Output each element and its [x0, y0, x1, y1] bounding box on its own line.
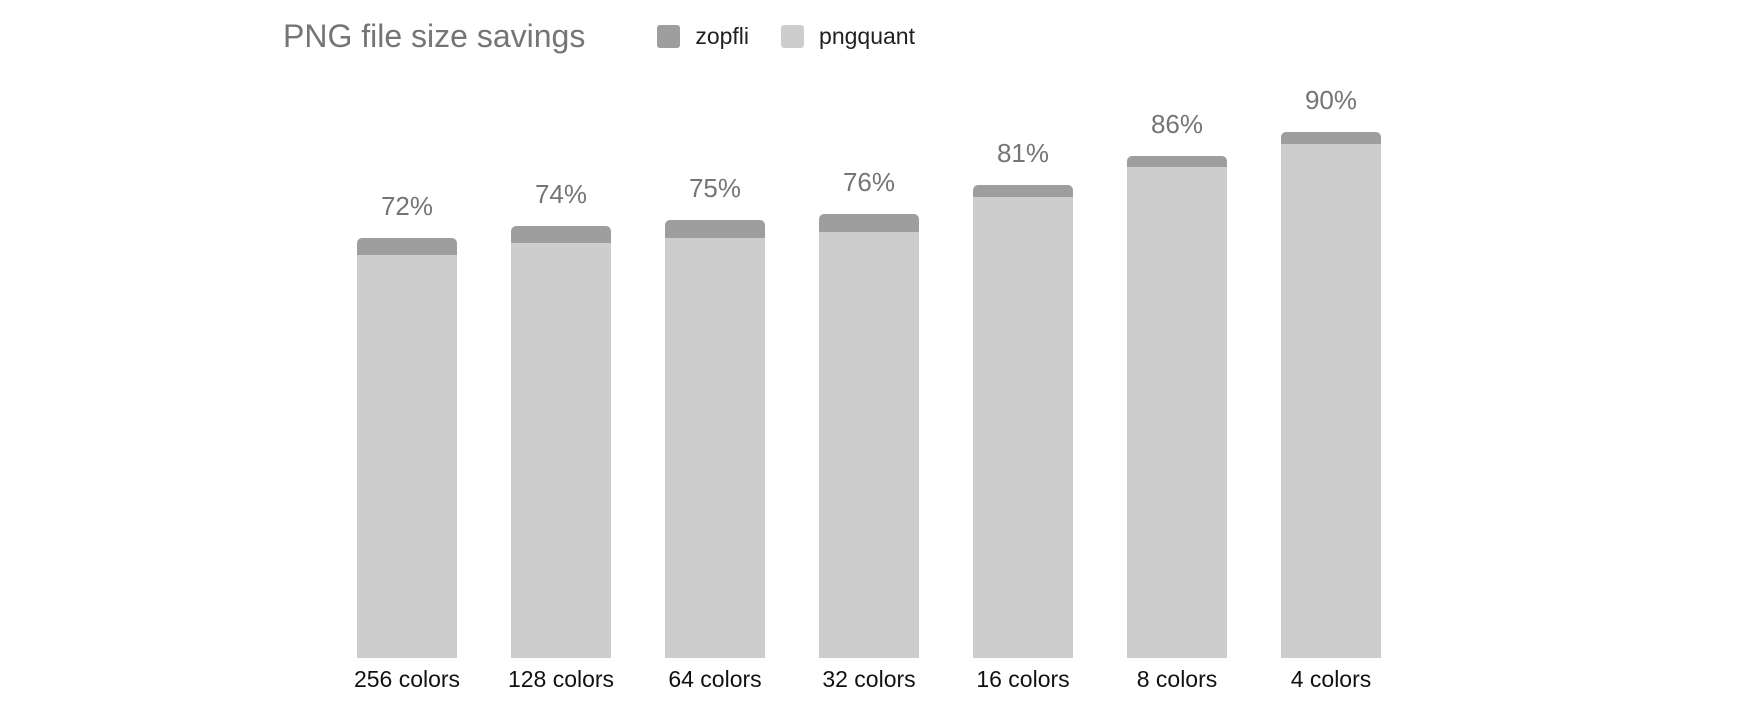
bar-stack [819, 214, 919, 658]
bar-value-label: 86% [1150, 108, 1204, 139]
bar-128-colors: 74% [511, 179, 611, 658]
x-label-32-colors: 32 colors [822, 666, 916, 692]
bar-value-label: 74% [534, 178, 588, 209]
pngquant-segment [357, 255, 457, 658]
pngquant-segment [665, 237, 765, 658]
bar-32-colors: 76% [819, 167, 919, 658]
zopfli-segment [665, 220, 765, 238]
bar-value-label: 72% [380, 190, 434, 221]
zopfli-segment [357, 237, 457, 255]
pngquant-segment [1281, 144, 1381, 658]
bar-stack [665, 220, 765, 658]
bar-value-label: 76% [842, 167, 896, 198]
pngquant-swatch-icon [781, 24, 805, 48]
x-label-256-colors: 256 colors [353, 666, 461, 692]
x-label-8-colors: 8 colors [1136, 666, 1218, 692]
bar-4-colors: 90% [1281, 85, 1381, 658]
bar-stack [973, 184, 1073, 658]
bar-64-colors: 75% [665, 173, 765, 658]
pngquant-segment [819, 231, 919, 658]
zopfli-segment [511, 225, 611, 244]
chart-header: PNG file size savings zopfli pngquant [283, 20, 915, 52]
legend-item-zopfli: zopfli [657, 22, 750, 49]
legend-label-pngquant: pngquant [819, 22, 915, 49]
bar-stack [357, 237, 457, 658]
zopfli-swatch-icon [657, 24, 681, 48]
x-label-16-colors: 16 colors [976, 666, 1070, 692]
pngquant-segment [511, 243, 611, 658]
bar-16-colors: 81% [973, 138, 1073, 658]
bar-256-colors: 72% [357, 190, 457, 658]
plot-area: 72% 74% 75% 76% [357, 0, 1381, 658]
bar-value-label: 81% [996, 137, 1050, 168]
x-label-128-colors: 128 colors [507, 666, 615, 692]
bar-stack [1281, 132, 1381, 658]
chart-title: PNG file size savings [283, 18, 586, 54]
bar-value-label: 90% [1304, 85, 1358, 116]
zopfli-segment [973, 184, 1073, 197]
zopfli-segment [1281, 132, 1381, 145]
pngquant-segment [1127, 167, 1227, 658]
zopfli-segment [1127, 155, 1227, 168]
bar-stack [1127, 155, 1227, 658]
x-label-64-colors: 64 colors [668, 666, 762, 692]
bar-value-label: 75% [688, 173, 742, 203]
x-label-4-colors: 4 colors [1290, 666, 1372, 692]
legend-label-zopfli: zopfli [695, 22, 750, 49]
bar-8-colors: 86% [1127, 109, 1227, 658]
zopfli-segment [819, 214, 919, 232]
legend-item-pngquant: pngquant [781, 22, 915, 49]
pngquant-segment [973, 196, 1073, 658]
legend: zopfli pngquant [657, 22, 915, 49]
bar-stack [511, 225, 611, 658]
x-axis-labels: 256 colors 128 colors 64 colors 32 color… [330, 666, 1408, 693]
